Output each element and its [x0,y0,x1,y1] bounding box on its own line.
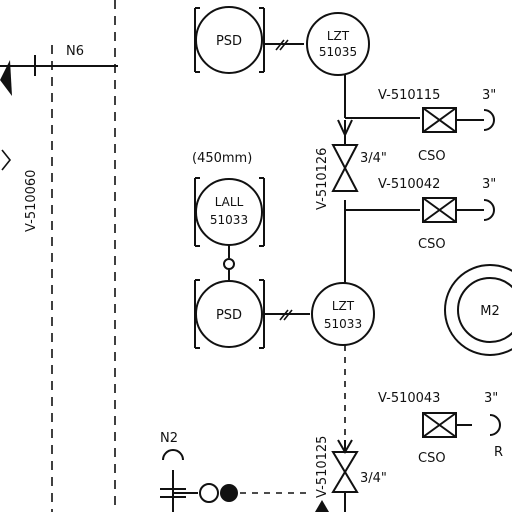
valve-body-icon [1,149,12,171]
valve-type-v510042: CSO [418,237,446,252]
lzt-51033[interactable]: LZT 51033 [311,282,375,346]
flow-arrow-icon [0,60,12,96]
lzt-51035-line2: 51035 [319,45,357,59]
left-pipe-section: N6 V-510060 [0,0,118,512]
valve-tag-v510126: V-510126 [315,148,330,210]
motor-m2[interactable]: M2 [444,264,512,356]
line-label-n6: N6 [66,44,84,59]
psd-instrument-mid[interactable] [195,280,263,348]
lall-line1: LALL [215,195,244,209]
valve-tag-v510125: V-510125 [315,436,330,498]
valve-size-v510042: 3" [482,177,496,192]
check-valve-open-icon[interactable] [199,483,219,503]
lzt-51033-line2: 51033 [324,317,362,331]
motor-label: M2 [480,304,500,319]
lzt-51035-line1: LZT [327,29,350,43]
cso-valve-v510115[interactable] [422,107,457,133]
cap-end-icon-3 [489,414,501,436]
valve-size-upper: 3/4" [360,151,387,166]
valve-size-v510115: 3" [482,88,496,103]
cso-valve-v510042[interactable] [422,197,457,223]
cap-end-icon [483,109,495,131]
psd-label-top: PSD [216,34,242,49]
valve-tag-v510060: V-510060 [24,170,39,232]
valve-tag-v510043: V-510043 [378,391,440,406]
top-psd-group: PSD [194,6,265,74]
valve-tag-v510115: V-510115 [378,88,440,103]
flow-arrow-icon-2 [315,500,329,512]
lzt-51035[interactable]: LZT 51035 [306,12,370,76]
psd-instrument-top[interactable] [195,6,263,74]
check-valve-closed-icon[interactable] [220,484,238,502]
signal-link-icon [275,39,289,51]
level-note: (450mm) [192,151,252,166]
lall-line2: 51033 [210,213,248,227]
lall-51033[interactable]: LALL 51033 [194,177,265,247]
valve-size-v510043: 3" [484,391,498,406]
gate-valve-v510126[interactable] [331,144,359,192]
cap-end-icon-2 [483,199,495,221]
mid-psd-group: PSD [194,279,265,349]
psd-label-mid: PSD [216,308,242,323]
valve-type-v510043: CSO [418,451,446,466]
gate-valve-v510125[interactable] [331,451,359,493]
n2-label: N2 [160,431,178,446]
valve-size-lower: 3/4" [360,471,387,486]
valve-tag-v510042: V-510042 [378,177,440,192]
connector-node-icon [223,258,235,270]
n2-cap-icon [162,449,184,461]
cso-valve-v510043[interactable] [422,412,457,438]
valve-extra-v510043: R [494,445,503,460]
valve-type-v510115: CSO [418,149,446,164]
signal-link-icon-2 [279,309,293,321]
lzt-51033-line1: LZT [332,299,355,313]
